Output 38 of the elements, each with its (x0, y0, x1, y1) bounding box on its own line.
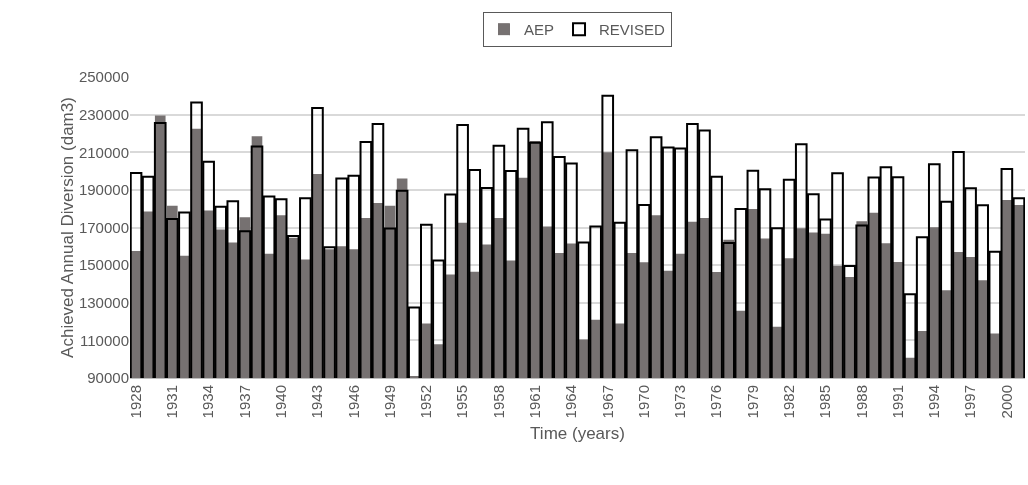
y-tick-label: 90000 (87, 369, 129, 387)
x-tick-label: 1991 (888, 385, 906, 419)
x-tick-label: 1973 (671, 385, 689, 419)
x-tick-label: 1985 (816, 385, 834, 419)
x-axis-title: Time (years) (530, 424, 625, 443)
y-tick-label: 190000 (78, 181, 129, 199)
x-tick-label: 1928 (126, 385, 144, 419)
x-tick-label: 1952 (417, 385, 435, 419)
y-tick-label: 110000 (80, 331, 129, 349)
x-tick-label: 1979 (743, 385, 761, 419)
x-tick-label: 1931 (163, 385, 181, 419)
legend-label: AEP (524, 21, 555, 38)
x-tick-label: 1994 (925, 385, 943, 419)
x-tick-label: 1943 (308, 385, 326, 419)
x-tick-label: 1961 (526, 385, 544, 419)
x-tick-label: 1958 (489, 385, 507, 419)
x-tick-label: 1988 (852, 385, 870, 419)
y-tick-label: 230000 (78, 105, 129, 123)
y-tick-label: 210000 (78, 143, 129, 161)
legend-label: REVISED (599, 21, 666, 38)
x-tick-label: 1955 (453, 385, 471, 419)
x-tick-label: 1964 (562, 385, 580, 419)
x-tick-label: 1937 (235, 385, 253, 419)
x-tick-label: 1997 (961, 385, 979, 419)
x-tick-label: 1976 (707, 385, 725, 419)
x-tick-label: 1946 (344, 385, 362, 419)
x-tick-label: 1967 (598, 385, 616, 419)
x-tick-label: 1940 (272, 385, 290, 419)
x-tick-label: 1982 (780, 385, 798, 419)
x-tick-label: 1934 (199, 385, 217, 419)
x-tick-label: 1970 (634, 385, 652, 419)
x-tick-label: 1949 (380, 385, 398, 419)
y-tick-label: 150000 (78, 256, 129, 274)
x-tick-label: 2000 (997, 385, 1015, 419)
y-tick-label: 250000 (78, 68, 129, 86)
y-tick-label: 170000 (78, 218, 129, 236)
y-tick-label: 130000 (78, 294, 129, 311)
y-axis-title: Achieved Annual Diversion (dam3) (57, 97, 77, 358)
